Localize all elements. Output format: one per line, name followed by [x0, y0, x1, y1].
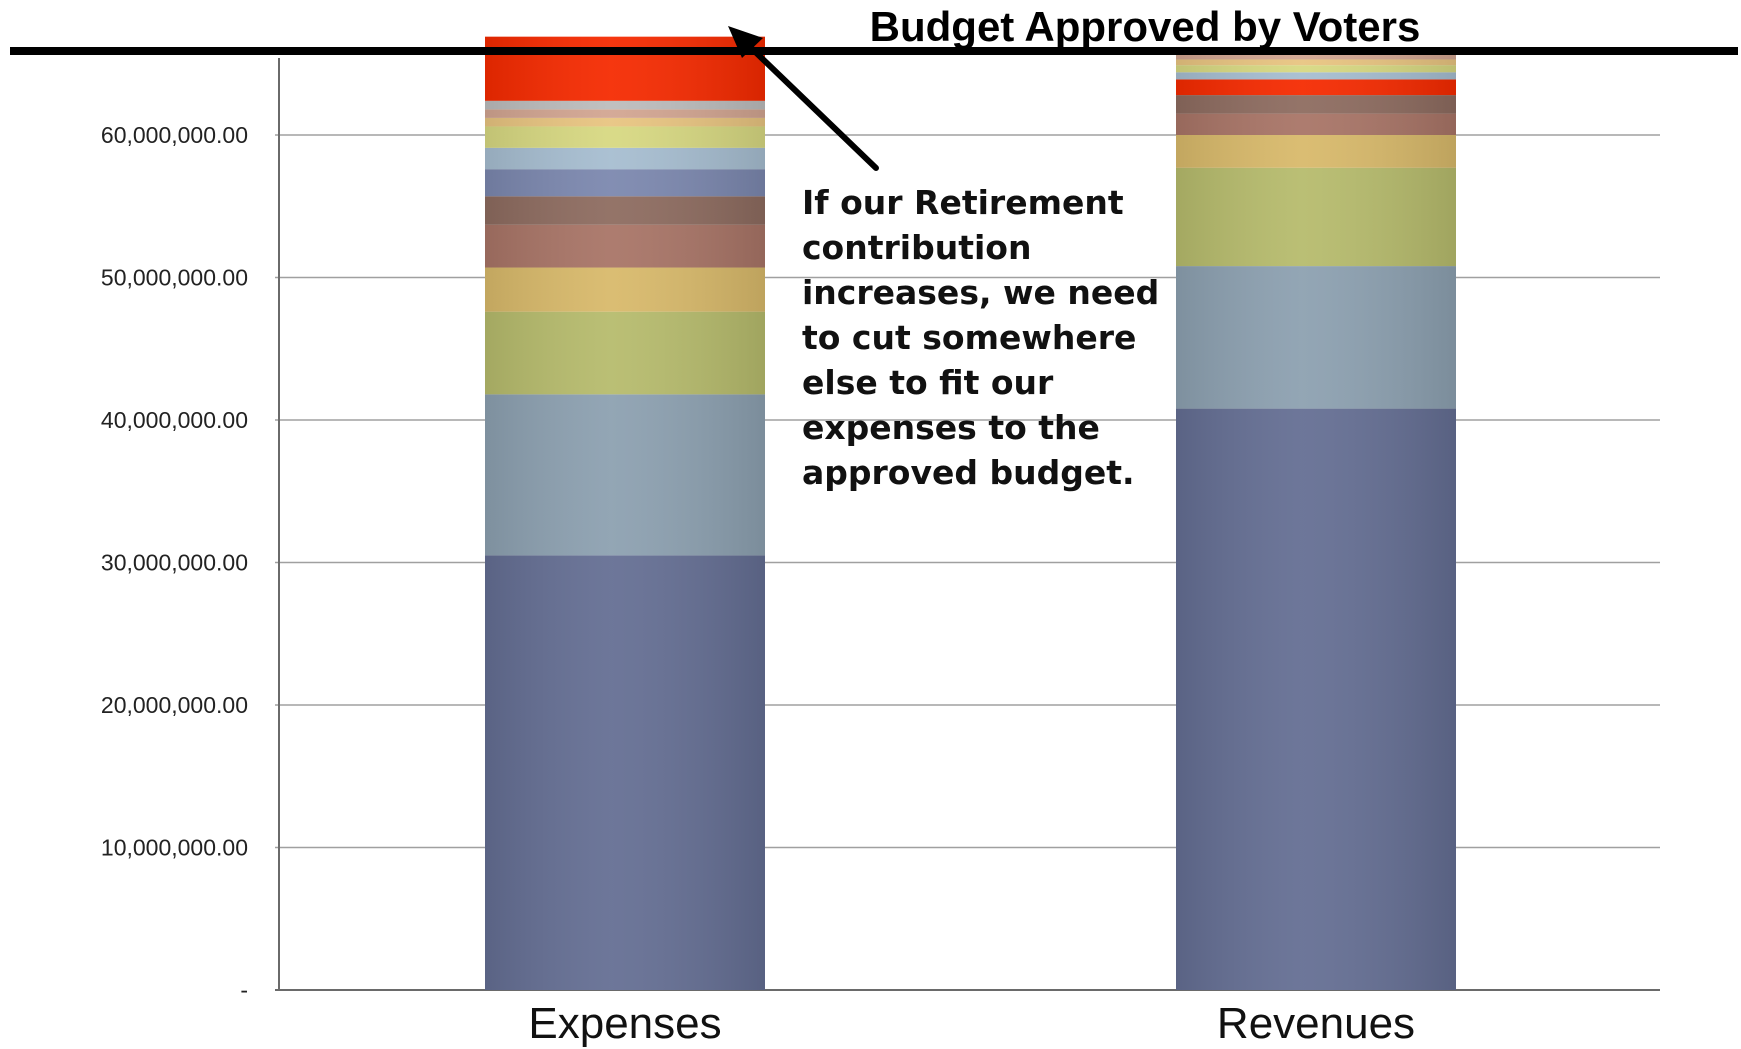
annotation-line-3: to cut somewhere — [802, 318, 1136, 357]
annotation-line-6: approved budget. — [802, 453, 1135, 492]
budget-reference-label: Budget Approved by Voters — [870, 3, 1421, 50]
category-label-revenues: Revenues — [1217, 999, 1415, 1048]
annotation-line-0: If our Retirement — [802, 183, 1124, 222]
bar-sheen-revenues — [1176, 53, 1456, 990]
bars — [485, 36, 1456, 991]
category-label-expenses: Expenses — [528, 999, 721, 1048]
y-tick-label-0: - — [240, 977, 248, 1003]
annotation-note: If our Retirement contribution increases, … — [802, 183, 1159, 492]
y-tick-label-4: 40,000,000.00 — [101, 407, 248, 433]
y-tick-label-1: 10,000,000.00 — [101, 835, 248, 861]
annotation-arrow-head — [728, 26, 763, 58]
y-tick-label-2: 20,000,000.00 — [101, 692, 248, 718]
y-tick-label-5: 50,000,000.00 — [101, 265, 248, 291]
bar-sheen-expenses — [485, 36, 765, 991]
x-axis-labels: Expenses Revenues — [528, 999, 1415, 1048]
annotation-group: If our Retirement contribution increases, … — [728, 26, 1159, 492]
annotation-line-5: expenses to the — [802, 408, 1100, 447]
reference-line-group: Budget Approved by Voters — [10, 3, 1738, 55]
y-tick-label-3: 30,000,000.00 — [101, 550, 248, 576]
annotation-line-1: contribution — [802, 228, 1031, 267]
y-tick-label-6: 60,000,000.00 — [101, 122, 248, 148]
annotation-line-4: else to fit our — [802, 363, 1054, 402]
annotation-arrow-shaft — [742, 39, 879, 171]
annotation-line-2: increases, we need — [802, 273, 1159, 312]
y-axis-ticks: - 10,000,000.00 20,000,000.00 30,000,000.00… — [101, 122, 248, 1003]
